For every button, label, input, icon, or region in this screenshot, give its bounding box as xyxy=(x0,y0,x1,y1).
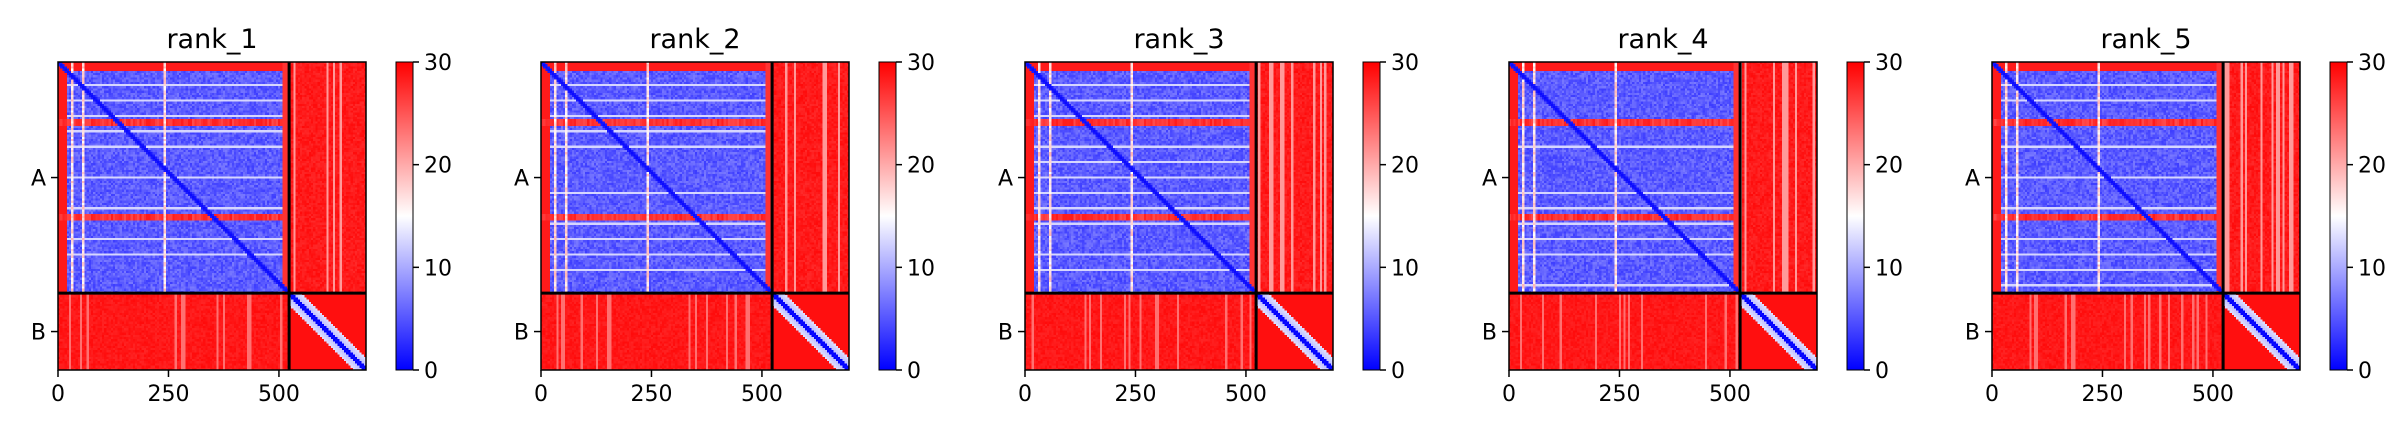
colorbar-tick-label: 20 xyxy=(1875,154,1903,179)
colorbar-tick-label: 20 xyxy=(424,154,452,179)
x-tick-label: 500 xyxy=(741,382,783,407)
heatmap-image xyxy=(58,62,366,370)
chain-label: B xyxy=(998,321,1013,346)
panel-3: rank_3 A B 0 250 500 0 10 20 30 xyxy=(998,24,1419,407)
colorbar-tick-label: 10 xyxy=(1391,256,1419,281)
colorbar-tick-label: 20 xyxy=(2358,154,2386,179)
colorbar-tick-label: 30 xyxy=(2358,51,2386,76)
colorbar-tick-label: 10 xyxy=(424,256,452,281)
x-tick-label: 250 xyxy=(630,382,672,407)
x-tick-label: 0 xyxy=(1985,382,1999,407)
chain-label: A xyxy=(514,167,529,192)
colorbar-tick-label: 0 xyxy=(1875,359,1889,384)
plot-frame xyxy=(1991,61,2301,371)
plot-frame xyxy=(1024,61,1334,371)
plot-frame xyxy=(57,61,367,371)
colorbar-tick-label: 20 xyxy=(1391,154,1419,179)
colorbar xyxy=(395,61,414,371)
x-tick-label: 250 xyxy=(147,382,189,407)
panel-title: rank_4 xyxy=(1617,24,1708,55)
colorbar xyxy=(878,61,897,371)
chain-label: A xyxy=(1482,167,1497,192)
panel-title: rank_2 xyxy=(649,24,740,55)
x-tick-label: 0 xyxy=(1502,382,1516,407)
colorbar-tick-label: 30 xyxy=(1391,51,1419,76)
colorbar-tick-label: 10 xyxy=(1875,256,1903,281)
x-tick-label: 0 xyxy=(534,382,548,407)
colorbar-tick-label: 10 xyxy=(907,256,935,281)
heatmap-image xyxy=(1509,62,1817,370)
plot-frame xyxy=(540,61,850,371)
colorbar-tick-label: 0 xyxy=(1391,359,1405,384)
x-tick-label: 250 xyxy=(1598,382,1640,407)
heatmap-image xyxy=(1025,62,1333,370)
panel-5: rank_5 A B 0 250 500 0 10 20 30 xyxy=(1965,24,2386,407)
heatmap-image xyxy=(1992,62,2300,370)
x-tick-label: 500 xyxy=(258,382,300,407)
chain-label: B xyxy=(1482,321,1497,346)
plot-frame xyxy=(1508,61,1818,371)
chain-label: A xyxy=(998,167,1013,192)
panel-4: rank_4 A B 0 250 500 0 10 20 30 xyxy=(1482,24,1903,407)
panel-title: rank_3 xyxy=(1133,24,1224,55)
colorbar-tick-label: 0 xyxy=(907,359,921,384)
x-tick-label: 0 xyxy=(51,382,65,407)
panel-2: rank_2 A B 0 250 500 0 10 20 30 xyxy=(514,24,935,407)
panel-1: rank_1 A B 0 250 500 0 10 20 30 xyxy=(31,24,452,407)
colorbar-tick-label: 30 xyxy=(907,51,935,76)
colorbar-tick-label: 10 xyxy=(2358,256,2386,281)
colorbar xyxy=(1846,61,1865,371)
colorbar-tick-label: 30 xyxy=(424,51,452,76)
colorbar-tick-label: 0 xyxy=(2358,359,2372,384)
chain-label: B xyxy=(1965,321,1980,346)
chain-label: B xyxy=(31,321,46,346)
heatmap-image xyxy=(541,62,849,370)
x-tick-label: 0 xyxy=(1018,382,1032,407)
x-tick-label: 250 xyxy=(2081,382,2123,407)
colorbar-tick-label: 20 xyxy=(907,154,935,179)
x-tick-label: 500 xyxy=(1709,382,1751,407)
colorbar xyxy=(2329,61,2348,371)
chain-label: A xyxy=(1965,167,1980,192)
chain-label: B xyxy=(514,321,529,346)
x-tick-label: 250 xyxy=(1114,382,1156,407)
colorbar-tick-label: 0 xyxy=(424,359,438,384)
colorbar xyxy=(1362,61,1381,371)
chain-label: A xyxy=(31,167,46,192)
x-tick-label: 500 xyxy=(2192,382,2234,407)
panel-title: rank_5 xyxy=(2100,24,2191,55)
x-tick-label: 500 xyxy=(1225,382,1267,407)
panel-title: rank_1 xyxy=(166,24,257,55)
colorbar-tick-label: 30 xyxy=(1875,51,1903,76)
